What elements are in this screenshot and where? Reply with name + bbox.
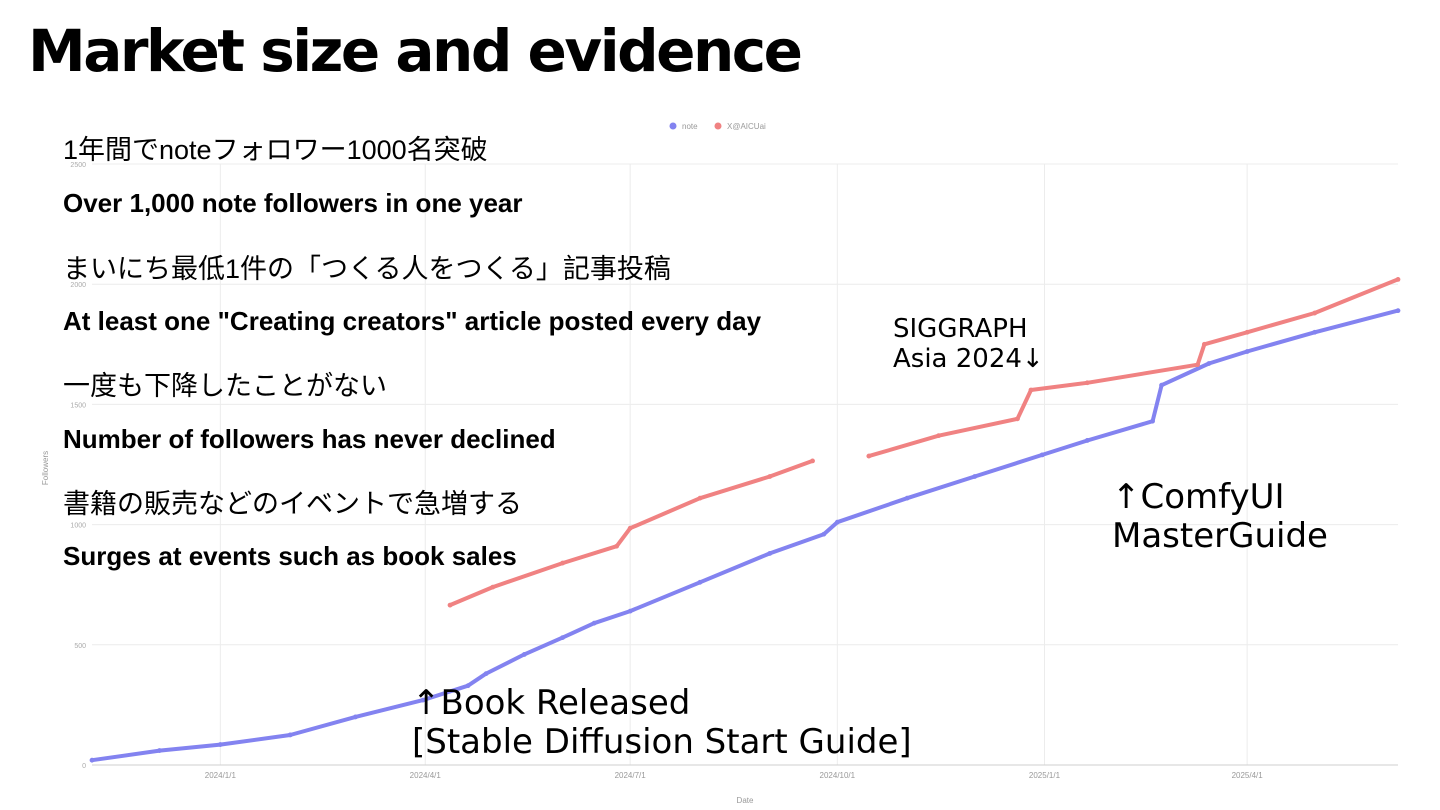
- data-point: [767, 474, 773, 479]
- data-point: [1201, 341, 1207, 347]
- annotation-comfyui-line1: ↑ComfyUI: [1112, 477, 1285, 517]
- data-point: [483, 671, 489, 677]
- annotation-comfyui-line2: MasterGuide: [1112, 516, 1328, 557]
- data-point: [767, 551, 773, 556]
- data-point: [810, 458, 815, 464]
- annotation-siggraph-line1: SIGGRAPH: [893, 314, 1028, 344]
- bullet-en-1: Over 1,000 note followers in one year: [63, 188, 523, 218]
- legend-label: X@AICUai: [727, 122, 766, 131]
- data-point: [287, 732, 293, 738]
- y-axis-label: Followers: [41, 451, 50, 485]
- y-tick-label: 1000: [70, 523, 86, 530]
- data-point: [1084, 380, 1090, 386]
- x-axis-label: Date: [737, 796, 754, 805]
- data-point: [217, 742, 223, 747]
- data-point: [447, 602, 453, 608]
- data-point: [697, 495, 703, 501]
- data-point: [1159, 382, 1164, 388]
- data-point: [972, 474, 978, 479]
- bullet-ja-3: 一度も下降したことがない: [63, 371, 387, 401]
- annotation-siggraph-line2: Asia 2024↓: [893, 343, 1044, 374]
- x-tick-label: 2024/4/1: [410, 771, 442, 780]
- data-point: [904, 495, 910, 501]
- data-point: [1028, 387, 1034, 393]
- series-line-note: [90, 308, 1400, 763]
- data-point: [1206, 361, 1212, 366]
- data-point: [1312, 329, 1318, 335]
- data-point: [1195, 362, 1200, 368]
- y-tick-label: 0: [82, 763, 86, 770]
- data-point: [89, 757, 95, 763]
- annotation-book-release: ↑Book Released [Stable Diffusion Start G…: [412, 683, 912, 763]
- x-tick-label: 2024/10/1: [820, 771, 856, 780]
- x-axis-ticks: 2024/1/1 2024/4/1 2024/7/1 2024/10/1 2025/1/…: [205, 771, 1263, 780]
- annotation-book-line2: [Stable Diffusion Start Guide]: [412, 722, 912, 763]
- data-point: [353, 714, 358, 720]
- annotation-comfyui: ↑ComfyUI MasterGuide: [1112, 477, 1328, 557]
- data-point: [1039, 452, 1045, 458]
- annotation-siggraph: SIGGRAPH Asia 2024↓: [893, 314, 1044, 375]
- legend-label: note: [682, 122, 698, 131]
- data-point: [627, 608, 633, 614]
- data-point: [560, 560, 566, 566]
- data-point: [1244, 329, 1250, 335]
- data-point: [420, 697, 426, 703]
- annotation-book-line1: ↑Book Released: [412, 683, 691, 723]
- data-point: [1150, 418, 1155, 424]
- chart-legend: note X@AICUai: [669, 122, 766, 131]
- data-point: [591, 620, 597, 626]
- data-point: [866, 453, 872, 459]
- x-tick-label: 2024/7/1: [615, 771, 647, 780]
- data-point: [936, 433, 942, 439]
- data-point: [614, 543, 620, 549]
- chart-grid: [92, 163, 1398, 765]
- y-tick-label: 2000: [70, 282, 86, 289]
- bullet-en-2: At least one "Creating creators" article…: [63, 306, 762, 336]
- data-point: [560, 635, 566, 640]
- series-line-x: [448, 458, 815, 608]
- y-tick-label: 2500: [70, 162, 86, 169]
- data-point: [1084, 438, 1090, 443]
- bullet-ja-1: 1年間でnoteフォロワー1000名突破: [63, 135, 488, 165]
- legend-marker: [714, 122, 722, 130]
- chart-series: [89, 276, 1401, 763]
- page-title: Market size and evidence: [28, 17, 803, 85]
- data-point: [1395, 276, 1401, 282]
- data-point: [157, 748, 162, 753]
- x-tick-label: 2025/1/1: [1029, 771, 1061, 780]
- data-point: [465, 683, 471, 689]
- data-point: [697, 579, 703, 585]
- data-point: [1015, 416, 1020, 422]
- y-tick-label: 500: [74, 643, 86, 650]
- bullet-ja-4: 書籍の販売などのイベントで急増する: [63, 489, 522, 519]
- series-line-x: [866, 277, 1400, 459]
- legend-marker: [669, 122, 677, 130]
- data-point: [1312, 310, 1318, 316]
- x-tick-label: 2024/1/1: [205, 771, 237, 780]
- bullet-en-3: Number of followers has never declined: [63, 424, 556, 454]
- data-point: [521, 652, 527, 657]
- data-point: [821, 531, 827, 537]
- data-point: [1395, 308, 1401, 314]
- y-tick-label: 1500: [70, 402, 86, 409]
- bullet-ja-2: まいにち最低1件の「つくる人をつくる」記事投稿: [63, 254, 671, 284]
- data-point: [490, 584, 496, 590]
- data-point: [834, 519, 840, 525]
- x-tick-label: 2025/4/1: [1232, 771, 1264, 780]
- bullet-en-4: Surges at events such as book sales: [63, 541, 517, 571]
- data-point: [627, 525, 633, 531]
- data-point: [1244, 349, 1250, 354]
- y-axis-ticks: 0 500 1000 1500 2000 2500: [70, 162, 86, 770]
